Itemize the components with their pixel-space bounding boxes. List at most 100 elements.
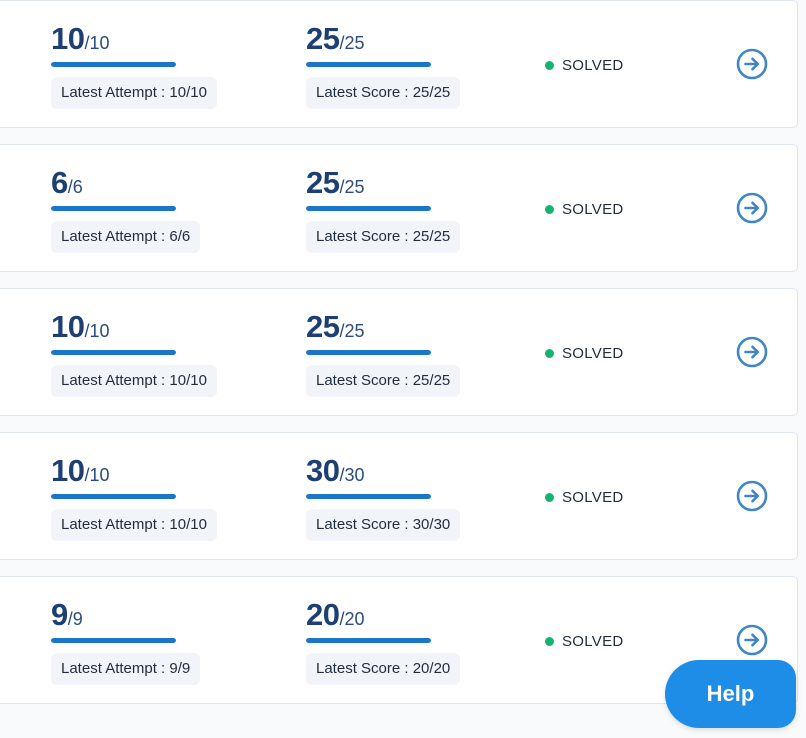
open-challenge-button[interactable] [735, 335, 769, 369]
attempts-progress-bar [51, 350, 176, 355]
challenge-row: 10/10 Latest Attempt : 10/10 25/25 Lates… [0, 288, 798, 416]
score-value: 25 [306, 165, 340, 200]
status-dot-icon [545, 60, 554, 70]
score-count: 25/25 [306, 165, 365, 201]
attempts-metric: 10/10 Latest Attempt : 10/10 [51, 1, 271, 129]
attempts-progress-bar [51, 206, 176, 211]
attempts-count: 6/6 [51, 165, 83, 201]
attempts-total: /6 [67, 177, 83, 197]
latest-score-badge: Latest Score : 25/25 [306, 221, 461, 253]
status-label: SOLVED [562, 633, 624, 650]
score-count: 30/30 [306, 453, 365, 489]
score-progress-fill [306, 62, 431, 67]
attempts-progress-fill [51, 206, 176, 211]
score-progress-bar [306, 206, 431, 211]
challenge-row: 9/9 Latest Attempt : 9/9 20/20 Latest Sc… [0, 576, 798, 704]
attempts-value: 9 [51, 597, 68, 632]
status-label: SOLVED [562, 201, 624, 218]
status-label: SOLVED [562, 489, 624, 506]
status-dot-icon [545, 492, 554, 502]
latest-score-badge: Latest Score : 25/25 [306, 77, 461, 109]
status-badge: SOLVED [545, 344, 624, 364]
arrow-right-circle-icon [736, 336, 768, 368]
score-value: 25 [306, 21, 340, 56]
attempts-progress-fill [51, 350, 176, 355]
status-badge: SOLVED [545, 488, 624, 508]
score-total: /30 [339, 465, 365, 485]
attempts-count: 10/10 [51, 453, 110, 489]
attempts-metric: 6/6 Latest Attempt : 6/6 [51, 145, 271, 273]
attempts-metric: 10/10 Latest Attempt : 10/10 [51, 433, 271, 561]
attempts-value: 6 [51, 165, 68, 200]
status-label: SOLVED [562, 345, 624, 362]
latest-score-badge: Latest Score : 20/20 [306, 653, 461, 685]
score-metric: 20/20 Latest Score : 20/20 [306, 577, 526, 705]
status-badge: SOLVED [545, 56, 624, 76]
score-metric: 25/25 Latest Score : 25/25 [306, 289, 526, 417]
status-badge: SOLVED [545, 632, 624, 652]
open-challenge-button[interactable] [735, 191, 769, 225]
open-challenge-button[interactable] [735, 479, 769, 513]
arrow-right-circle-icon [736, 624, 768, 656]
score-progress-bar [306, 62, 431, 67]
attempts-total: /10 [84, 321, 110, 341]
attempts-progress-fill [51, 62, 176, 67]
attempts-metric: 9/9 Latest Attempt : 9/9 [51, 577, 271, 705]
score-value: 30 [306, 453, 340, 488]
attempts-value: 10 [51, 21, 85, 56]
score-progress-bar [306, 350, 431, 355]
attempts-progress-fill [51, 638, 176, 643]
attempts-progress-bar [51, 494, 176, 499]
attempts-progress-bar [51, 62, 176, 67]
latest-attempt-badge: Latest Attempt : 6/6 [51, 221, 201, 253]
score-total: /25 [339, 321, 365, 341]
arrow-right-circle-icon [736, 480, 768, 512]
score-total: /20 [339, 609, 365, 629]
score-total: /25 [339, 33, 365, 53]
open-challenge-button[interactable] [735, 47, 769, 81]
score-metric: 25/25 Latest Score : 25/25 [306, 1, 526, 129]
latest-score-badge: Latest Score : 30/30 [306, 509, 461, 541]
score-metric: 25/25 Latest Score : 25/25 [306, 145, 526, 273]
attempts-progress-fill [51, 494, 176, 499]
attempts-total: /9 [67, 609, 83, 629]
score-progress-fill [306, 638, 431, 643]
latest-attempt-badge: Latest Attempt : 9/9 [51, 653, 201, 685]
score-count: 20/20 [306, 597, 365, 633]
status-dot-icon [545, 636, 554, 646]
challenge-row: 10/10 Latest Attempt : 10/10 25/25 Lates… [0, 0, 798, 128]
status-dot-icon [545, 348, 554, 358]
score-value: 25 [306, 309, 340, 344]
attempts-total: /10 [84, 465, 110, 485]
score-value: 20 [306, 597, 340, 632]
open-challenge-button[interactable] [735, 623, 769, 657]
status-badge: SOLVED [545, 200, 624, 220]
score-progress-fill [306, 494, 431, 499]
help-button[interactable]: Help [665, 660, 796, 728]
latest-attempt-badge: Latest Attempt : 10/10 [51, 77, 217, 109]
status-label: SOLVED [562, 57, 624, 74]
attempts-count: 10/10 [51, 309, 110, 345]
attempts-count: 9/9 [51, 597, 83, 633]
status-dot-icon [545, 204, 554, 214]
score-progress-fill [306, 206, 431, 211]
score-count: 25/25 [306, 309, 365, 345]
latest-attempt-badge: Latest Attempt : 10/10 [51, 365, 217, 397]
attempts-metric: 10/10 Latest Attempt : 10/10 [51, 289, 271, 417]
attempts-count: 10/10 [51, 21, 110, 57]
latest-attempt-badge: Latest Attempt : 10/10 [51, 509, 217, 541]
score-progress-bar [306, 494, 431, 499]
score-progress-bar [306, 638, 431, 643]
challenge-row: 6/6 Latest Attempt : 6/6 25/25 Latest Sc… [0, 144, 798, 272]
score-count: 25/25 [306, 21, 365, 57]
arrow-right-circle-icon [736, 48, 768, 80]
score-metric: 30/30 Latest Score : 30/30 [306, 433, 526, 561]
arrow-right-circle-icon [736, 192, 768, 224]
attempts-total: /10 [84, 33, 110, 53]
latest-score-badge: Latest Score : 25/25 [306, 365, 461, 397]
attempts-progress-bar [51, 638, 176, 643]
attempts-value: 10 [51, 309, 85, 344]
attempts-value: 10 [51, 453, 85, 488]
score-total: /25 [339, 177, 365, 197]
